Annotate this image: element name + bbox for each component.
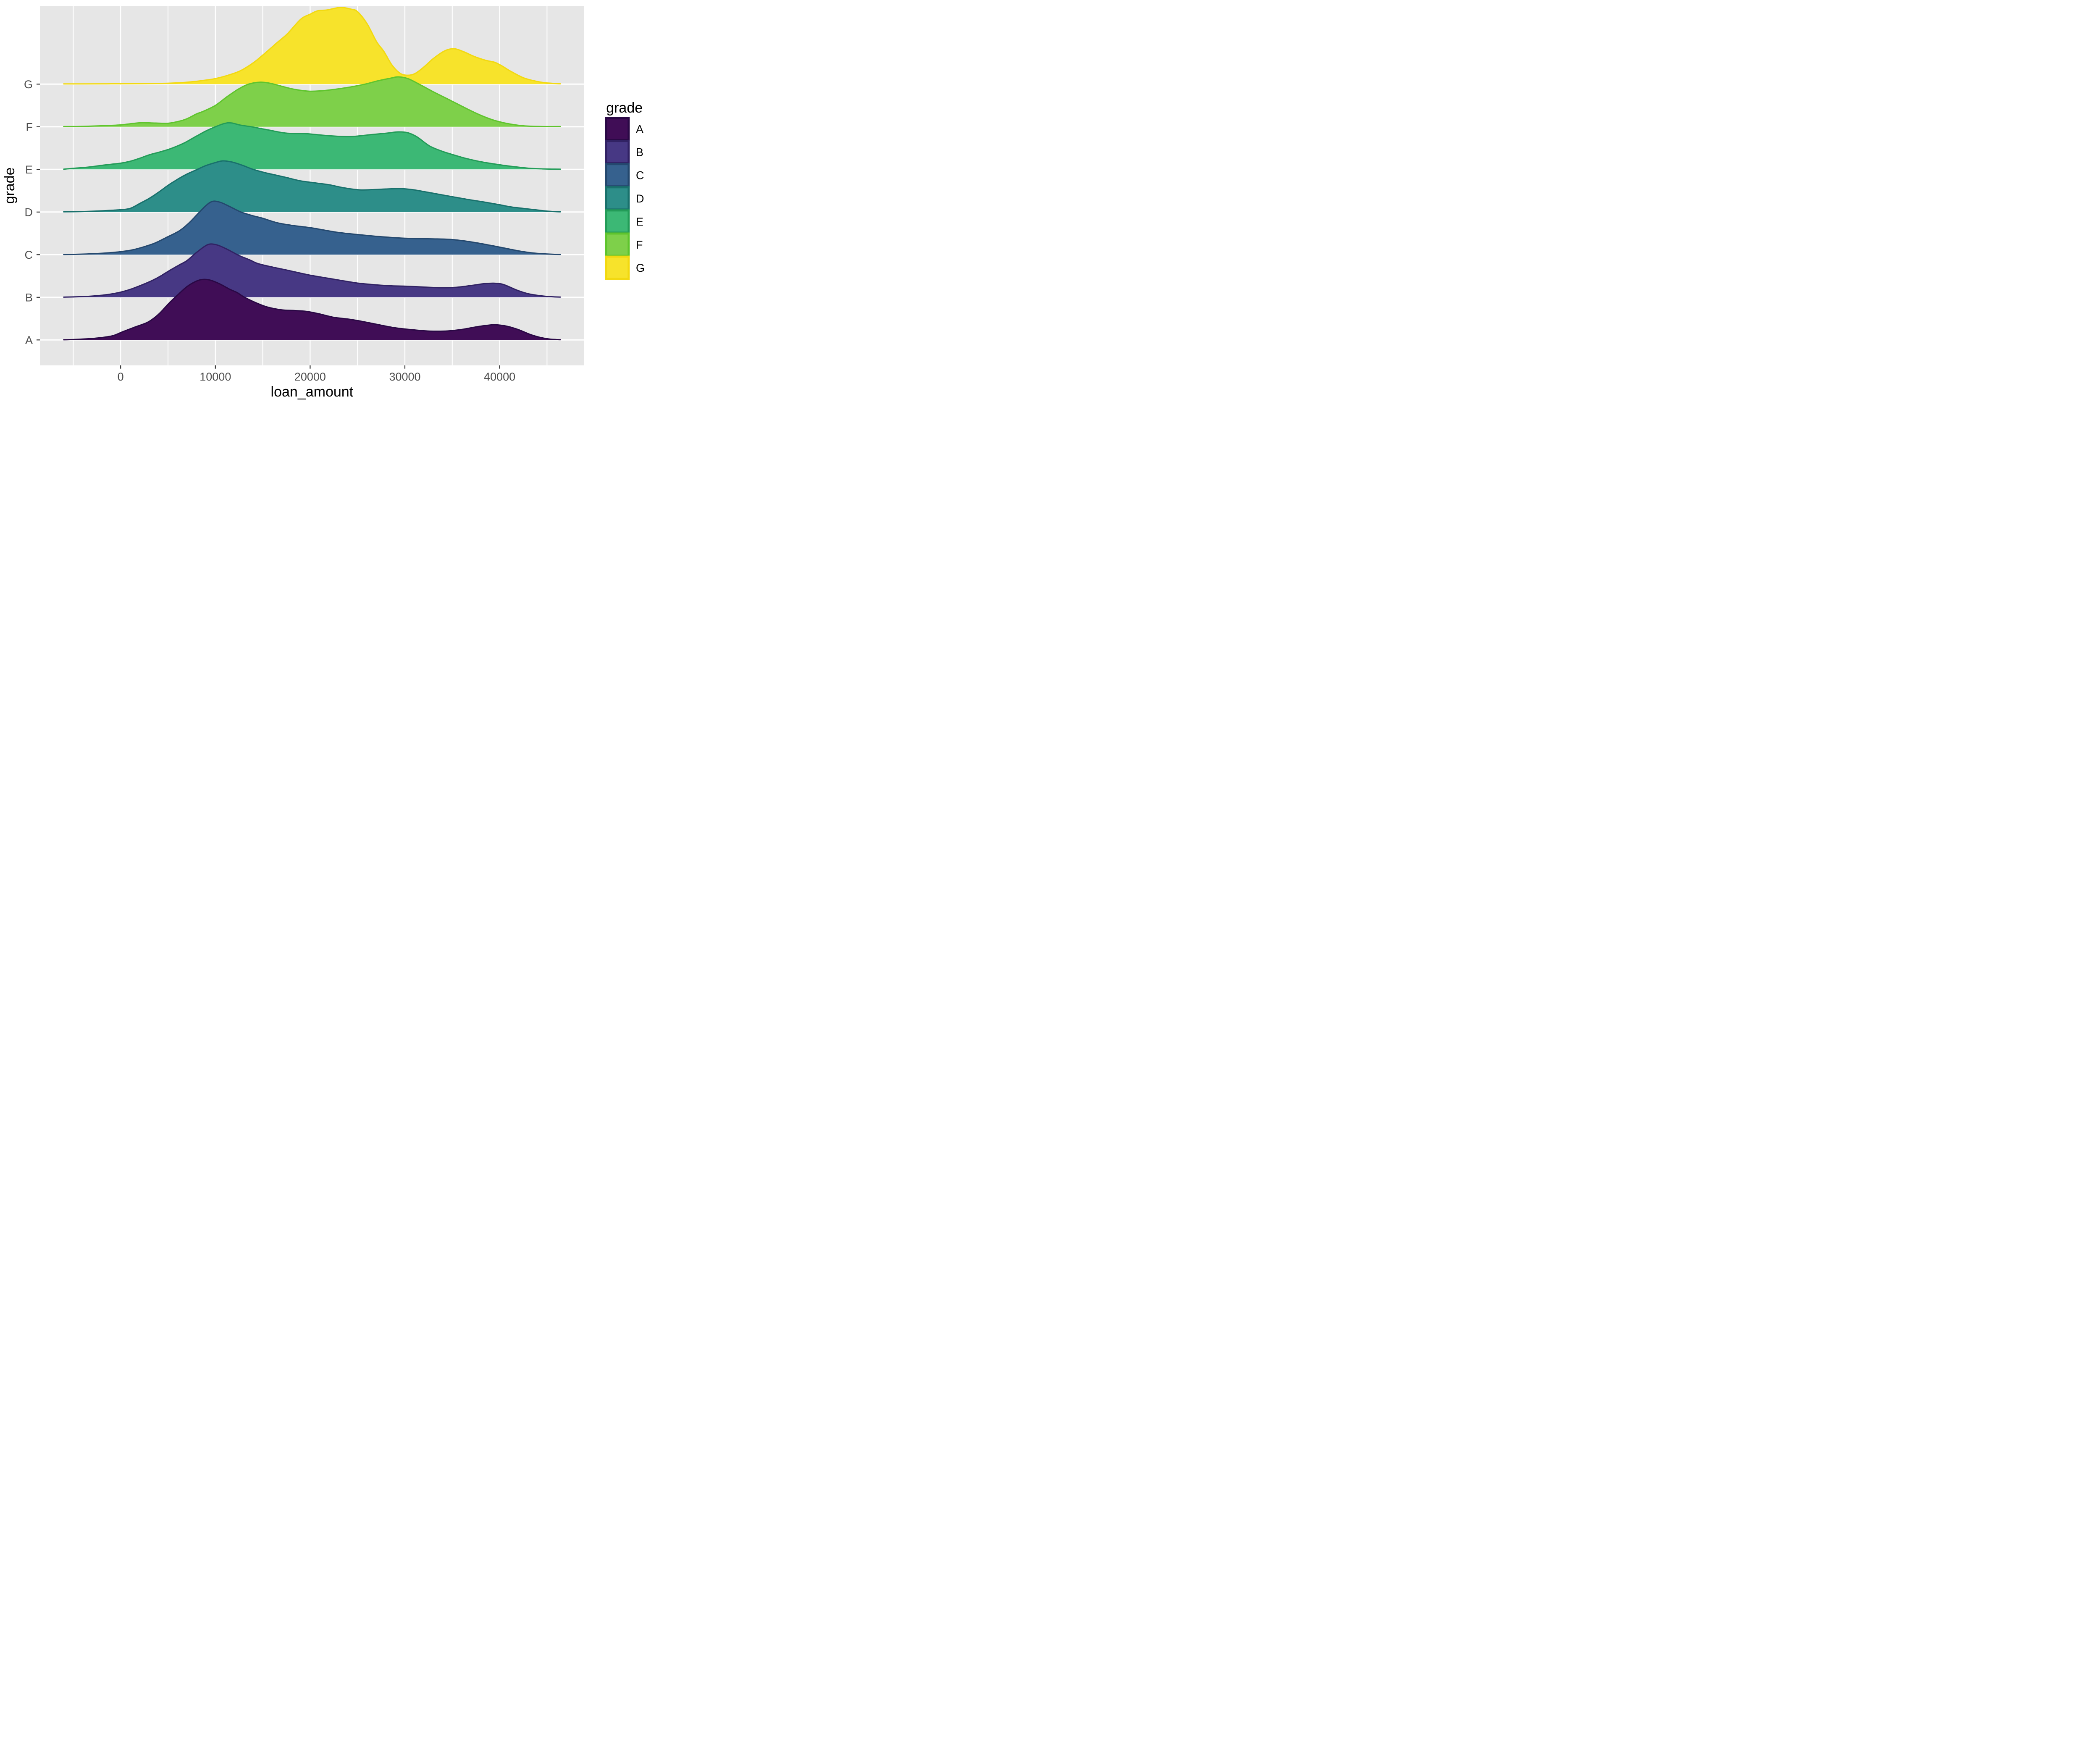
legend-key-D: [605, 186, 630, 211]
ridge-outline-E: [63, 122, 561, 170]
ridge-outline-F: [63, 76, 561, 127]
legend-label-B: B: [636, 146, 643, 159]
legend-label-F: F: [636, 239, 643, 251]
y-tick-label-F: F: [26, 121, 33, 133]
y-tick-label-A: A: [25, 334, 33, 347]
legend-label-G: G: [636, 262, 645, 274]
legend-key-E: [605, 209, 630, 234]
x-tick-label-20000: 20000: [294, 370, 326, 383]
y-tick-label-B: B: [25, 291, 33, 304]
ridge-area-F: [63, 76, 560, 127]
ridge-area-E: [63, 123, 560, 170]
legend-key-F: [605, 232, 630, 257]
ridge-area-B: [63, 244, 560, 297]
legend-key-G: [605, 255, 630, 280]
x-axis-title: loan_amount: [271, 384, 354, 400]
legend-key-A: [605, 117, 630, 141]
x-tick-label-10000: 10000: [200, 370, 231, 383]
y-tick-label-E: E: [25, 163, 33, 176]
x-tick-label-40000: 40000: [484, 370, 515, 383]
legend-key-C: [605, 163, 630, 188]
legend-label-A: A: [636, 123, 643, 136]
chart-svg: 0 10000 20000 30000 40000ABCDEFGloan_amountg…: [0, 0, 659, 407]
y-tick-label-C: C: [25, 249, 33, 261]
x-tick-label-30000: 30000: [389, 370, 420, 383]
ridge-outline-D: [63, 160, 561, 213]
ridge-outline-C: [63, 200, 561, 255]
legend-label-E: E: [636, 215, 643, 228]
ridge-outline-B: [63, 243, 561, 298]
y-axis-title: grade: [2, 167, 18, 204]
ridge-outline-A: [63, 278, 561, 341]
ridge-outline-G: [63, 7, 561, 85]
y-tick-label-G: G: [24, 78, 33, 91]
ridge-area-G: [63, 7, 560, 84]
y-tick-label-D: D: [25, 206, 33, 218]
ridge-area-C: [63, 201, 560, 255]
x-tick-label-0: 0: [118, 370, 124, 383]
legend-key-B: [605, 140, 630, 165]
ridge-area-A: [63, 279, 560, 340]
legend-title: grade: [606, 100, 643, 116]
legend-label-D: D: [636, 192, 644, 205]
legend-label-C: C: [636, 169, 644, 182]
